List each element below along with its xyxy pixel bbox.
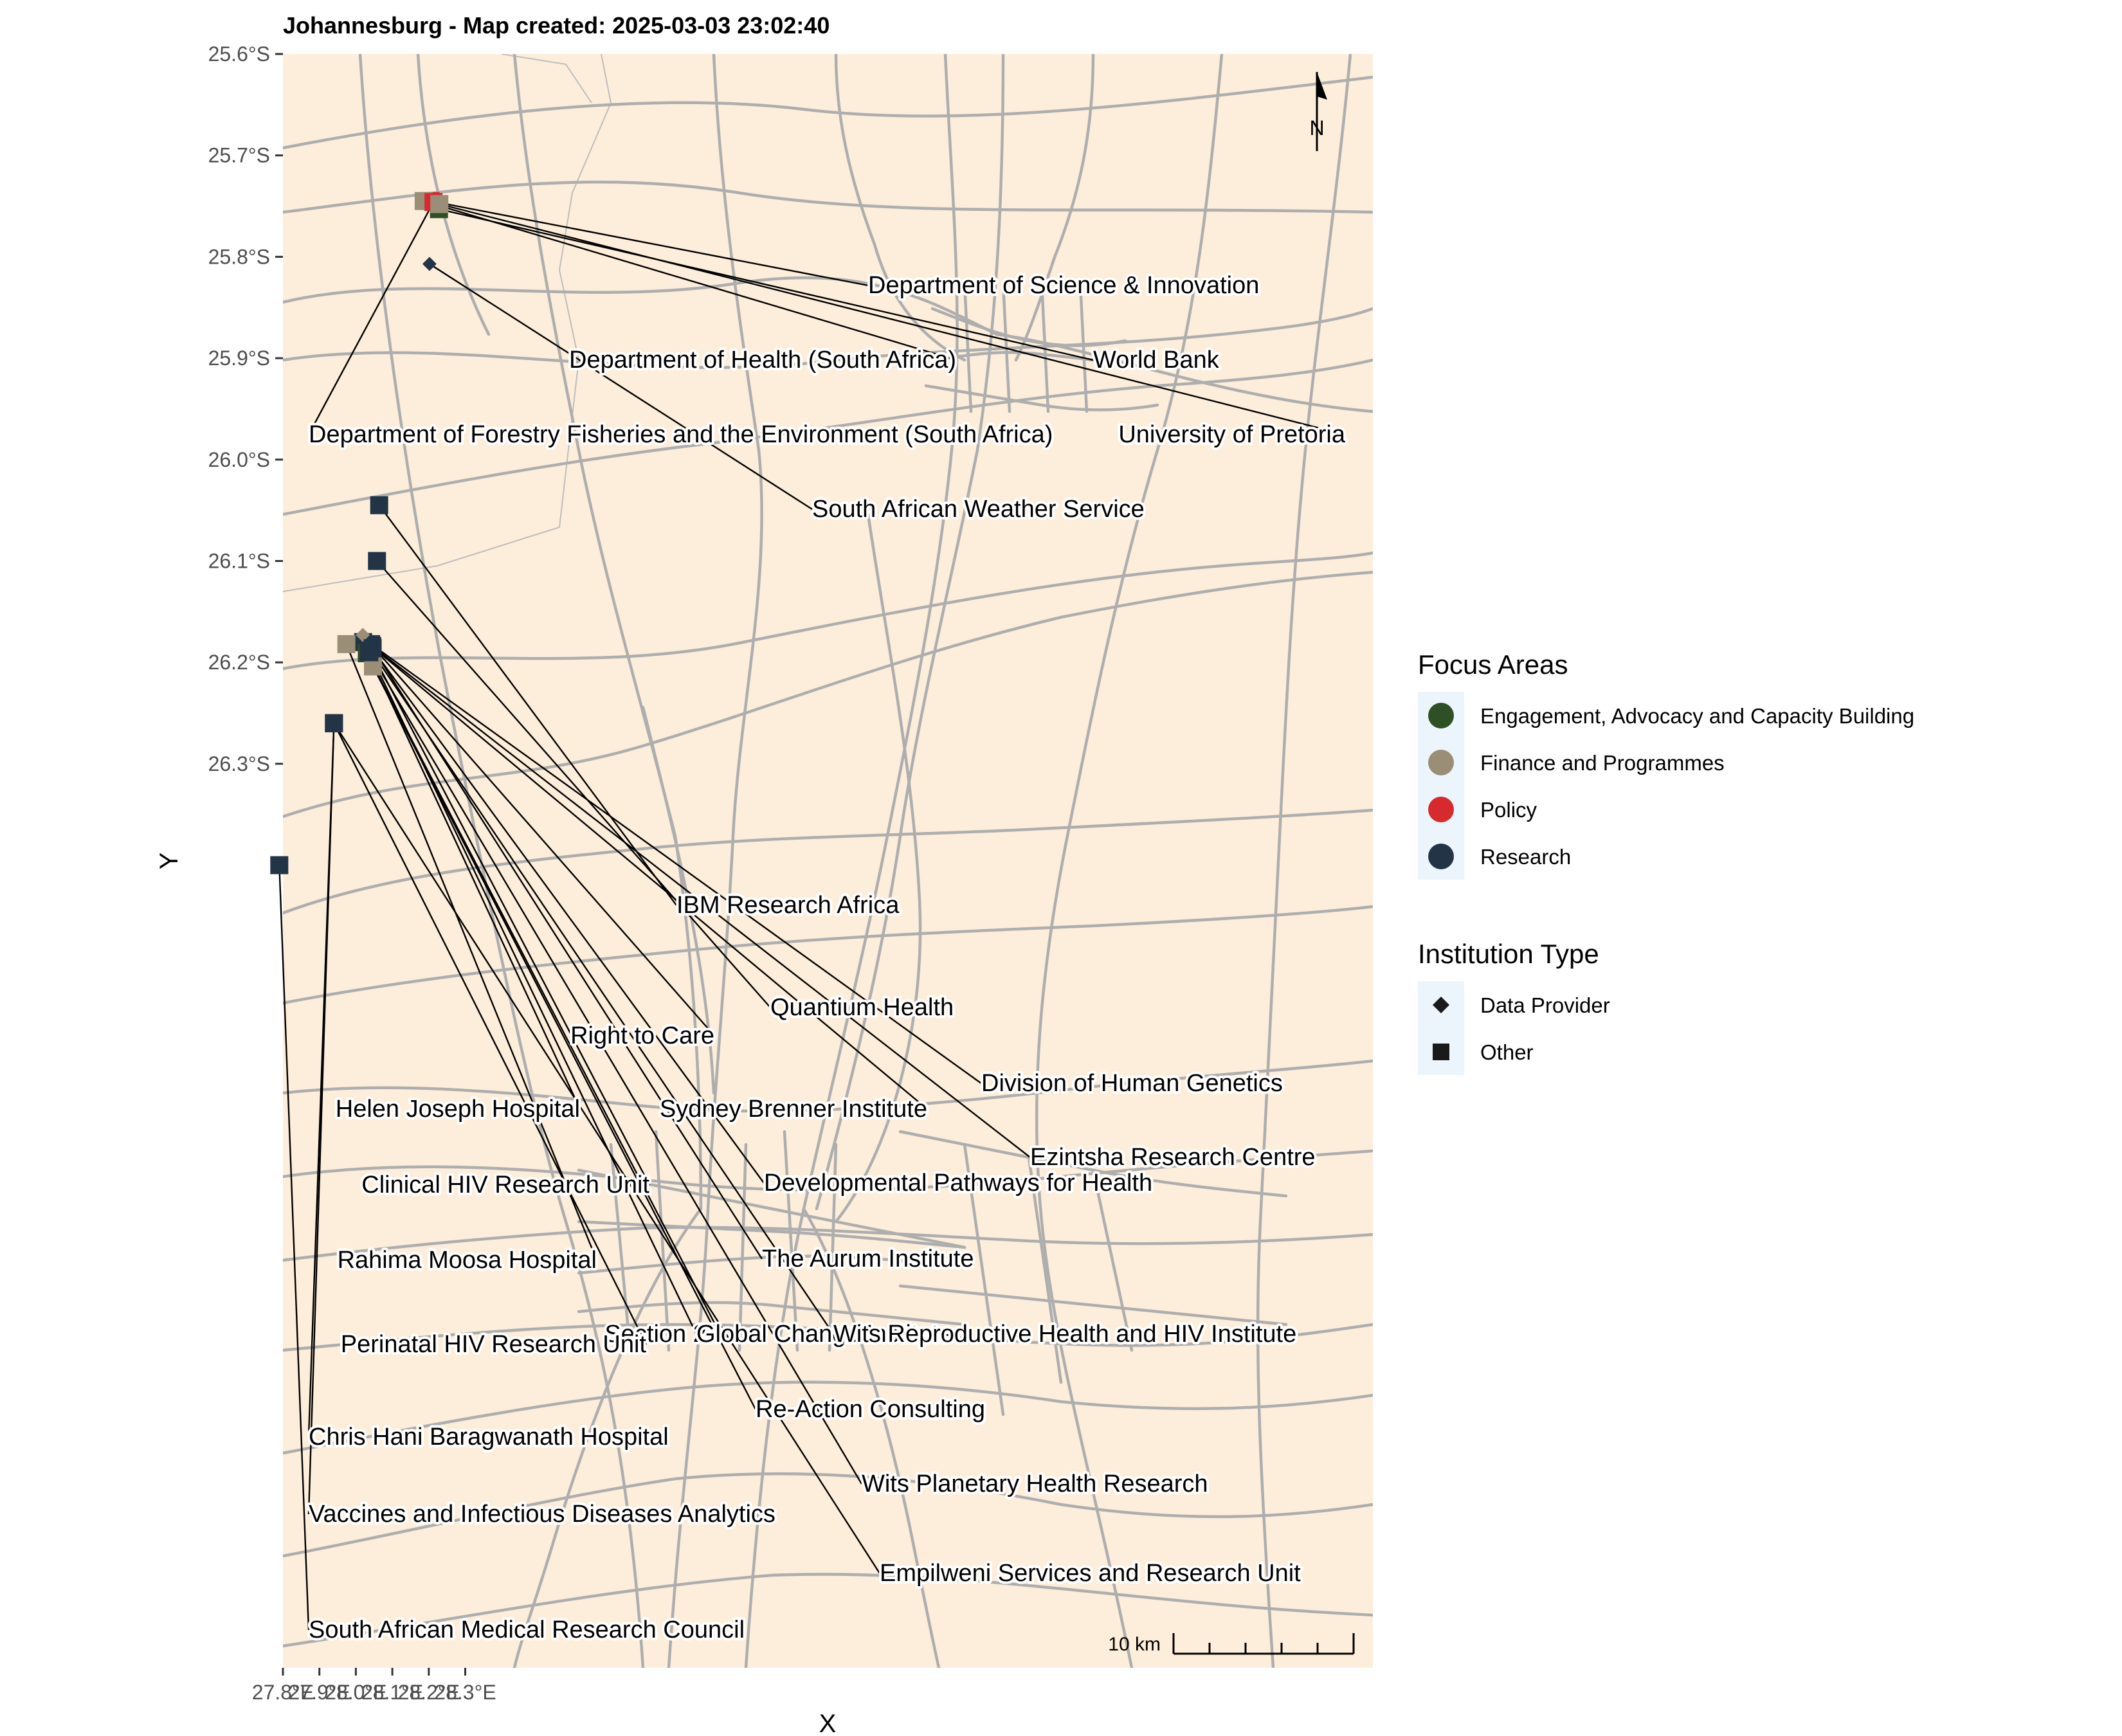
legend-focus-swatch [1428,844,1454,869]
x-tick-label: 27.9°E [288,1681,350,1704]
institution-label: South African Medical Research Council [309,1616,745,1643]
institution-label: Global Change Institute [696,1321,952,1348]
institution-marker[interactable] [270,856,289,874]
x-axis: 27.8°E27.9°E28.0°E28.1°E28.2°E28.3°E [252,1668,496,1704]
x-tick-label: 28.2°E [398,1681,460,1704]
legend-type-title: Institution Type [1418,939,1599,969]
legend-type-keys-bg [1418,981,1464,1075]
y-tick-label: 25.7°S [208,144,270,167]
institution-marker[interactable] [325,714,343,732]
institution-label: South African Weather Service [812,496,1145,523]
institution-label: World Bank [1093,347,1220,374]
institution-label: Vaccines and Infectious Diseases Analyti… [309,1501,775,1528]
scale-bar-label: 10 km [1108,1634,1161,1655]
legend-focus-title: Focus Areas [1418,649,1568,680]
institution-label: Wits Reproductive Health and HIV Institu… [833,1321,1296,1348]
data-provider-marker[interactable] [422,257,437,271]
institution-label: Department of Health (South Africa) [569,347,956,374]
x-tick-label: 28.1°E [361,1681,423,1704]
institution-label: Chris Hani Baragwanath Hospital [309,1424,669,1451]
institution-label: Department of Forestry Fisheries and the… [309,421,1053,448]
institution-label: Perinatal HIV Research Unit [341,1331,647,1358]
legend-focus-label: Policy [1480,798,1537,822]
y-tick-label: 25.8°S [208,245,270,268]
institution-label: Ezintsha Research Centre [1030,1144,1316,1171]
institution-label: University of Pretoria [1118,421,1346,448]
label-leaders [278,200,1346,1631]
institution-marker[interactable] [430,195,449,213]
y-tick-label: 26.2°S [208,651,270,674]
legend-focus-label: Finance and Programmes [1480,751,1725,775]
y-tick-label: 26.3°S [208,752,270,775]
institution-label: Developmental Pathways for Health [764,1170,1152,1197]
x-tick-label: 28.3°E [434,1681,496,1704]
x-tick-label: 28.0°E [325,1681,386,1704]
road-network [283,54,1373,1668]
legend-focus-label: Engagement, Advocacy and Capacity Buildi… [1480,704,1914,728]
x-tick-label: 27.8°E [252,1681,314,1704]
legend-focus-swatch [1428,750,1454,775]
north-arrow-icon: N [1309,72,1327,151]
institution-label: Helen Joseph Hospital [336,1096,580,1123]
legend-type-label: Other [1480,1040,1534,1064]
institution-label: Rahima Moosa Hospital [338,1247,597,1274]
institution-marker[interactable] [337,635,356,653]
y-tick-label: 25.6°S [208,42,270,66]
data-provider-marker[interactable] [356,628,370,642]
institution-label: Sydney Brenner Institute [660,1096,927,1123]
institution-label: Quantium Health [770,994,954,1021]
institution-label: Division of Human Genetics [981,1070,1283,1097]
legend-focus-label: Research [1480,845,1571,869]
square-icon [1433,1044,1449,1060]
institution-label: Wits Planetary Health Research [862,1470,1208,1497]
institution-label: Re-Action Consulting [756,1396,985,1423]
north-label: N [1309,116,1324,140]
institution-label: IBM Research Africa [676,892,900,919]
institution-markers [270,192,449,874]
institution-labels: Department of Science & Innovation Depart… [306,269,1348,1646]
institution-marker[interactable] [368,552,386,570]
y-axis: 25.6°S 25.7°S 25.8°S 25.9°S 26.0°S 26.1°S 26.2… [208,42,283,775]
legend-focus-swatch [1428,797,1454,822]
legend-type-label: Data Provider [1480,993,1610,1017]
diamond-icon [1433,997,1449,1013]
institution-marker[interactable] [370,496,388,514]
legend-focus-swatch [1428,703,1454,728]
institution-label: Empilweni Services and Research Unit [880,1560,1301,1587]
scale-bar: 10 km [1108,1633,1355,1655]
institution-label: Right to Care [570,1022,714,1049]
institution-label: The Aurum Institute [762,1245,974,1272]
institution-label: Section 27 [604,1321,720,1348]
y-tick-label: 26.0°S [208,448,270,471]
institution-label: Department of Science & Innovation [868,272,1259,299]
x-axis-title: X [819,1710,837,1736]
y-tick-label: 25.9°S [208,347,270,370]
map-title: Johannesburg - Map created: 2025-03-03 2… [283,12,830,39]
y-axis-title: Y [155,853,183,870]
y-tick-label: 26.1°S [208,550,270,573]
institution-label: Clinical HIV Research Unit [361,1171,649,1198]
legend: Focus Areas Engagement, Advocacy and Cap… [1418,649,1914,1075]
institution-marker[interactable] [360,643,379,662]
